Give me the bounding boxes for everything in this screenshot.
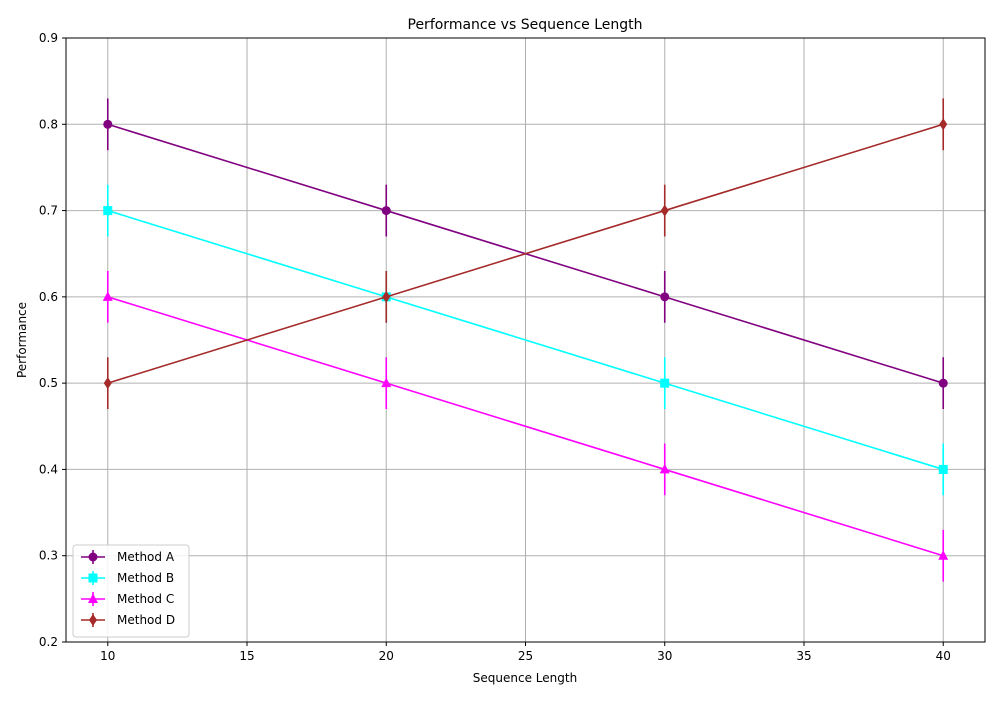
axes: 10 15 20 25 30 35 40 0.2 0.3 0.4 0.5 0.6 0.7 0.8 0.9	[39, 31, 986, 663]
x-tick-label: 35	[796, 649, 811, 663]
x-tick-label: 10	[100, 649, 115, 663]
legend-entry: Method B	[81, 571, 174, 585]
x-axis-label: Sequence Length	[473, 671, 577, 685]
legend-entry: Method C	[81, 592, 174, 606]
data-point	[939, 118, 948, 131]
chart-title: Performance vs Sequence Length	[408, 17, 643, 33]
y-tick-label: 0.5	[39, 376, 58, 390]
data-point	[938, 550, 949, 560]
legend-marker	[88, 573, 98, 583]
series-line	[107, 209, 944, 471]
legend-entry: Method D	[81, 613, 175, 627]
y-tick-label: 0.3	[39, 549, 58, 563]
series-method-d	[103, 98, 948, 410]
series-line	[107, 123, 944, 384]
data-point	[102, 291, 113, 301]
data-point	[382, 290, 391, 303]
y-tick-label: 0.6	[39, 290, 58, 304]
data-point	[103, 206, 113, 216]
legend-marker	[88, 593, 98, 603]
legend-label: Method B	[117, 571, 174, 585]
x-tick-label: 25	[518, 649, 533, 663]
data-series	[102, 98, 949, 582]
x-tick-label: 40	[936, 649, 951, 663]
data-point	[103, 377, 112, 390]
data-point	[660, 292, 670, 302]
legend-label: Method C	[117, 592, 174, 606]
y-tick-label: 0.2	[39, 635, 58, 649]
y-tick-label: 0.9	[39, 31, 58, 45]
legend-marker	[89, 614, 97, 626]
y-tick-label: 0.8	[39, 117, 58, 131]
plot-frame	[65, 37, 986, 643]
legend-label: Method D	[117, 613, 175, 627]
data-point	[381, 206, 391, 216]
x-tick-label: 15	[239, 649, 254, 663]
data-point	[103, 119, 113, 129]
data-point	[660, 378, 670, 388]
y-tick-label: 0.7	[39, 204, 58, 218]
x-tick-label: 20	[379, 649, 394, 663]
data-point	[381, 377, 392, 388]
y-tick-label: 0.4	[39, 462, 58, 476]
data-point	[938, 464, 948, 474]
x-tick-label: 30	[657, 649, 672, 663]
data-point	[938, 378, 948, 388]
data-point	[660, 204, 669, 217]
y-axis-label: Performance	[15, 302, 29, 378]
legend-marker	[88, 552, 98, 562]
data-point	[659, 463, 670, 474]
legend-entry: Method A	[81, 550, 175, 564]
legend: Method A Method B Method C Method D	[72, 544, 190, 638]
legend-box	[72, 544, 190, 638]
legend-label: Method A	[117, 550, 175, 564]
